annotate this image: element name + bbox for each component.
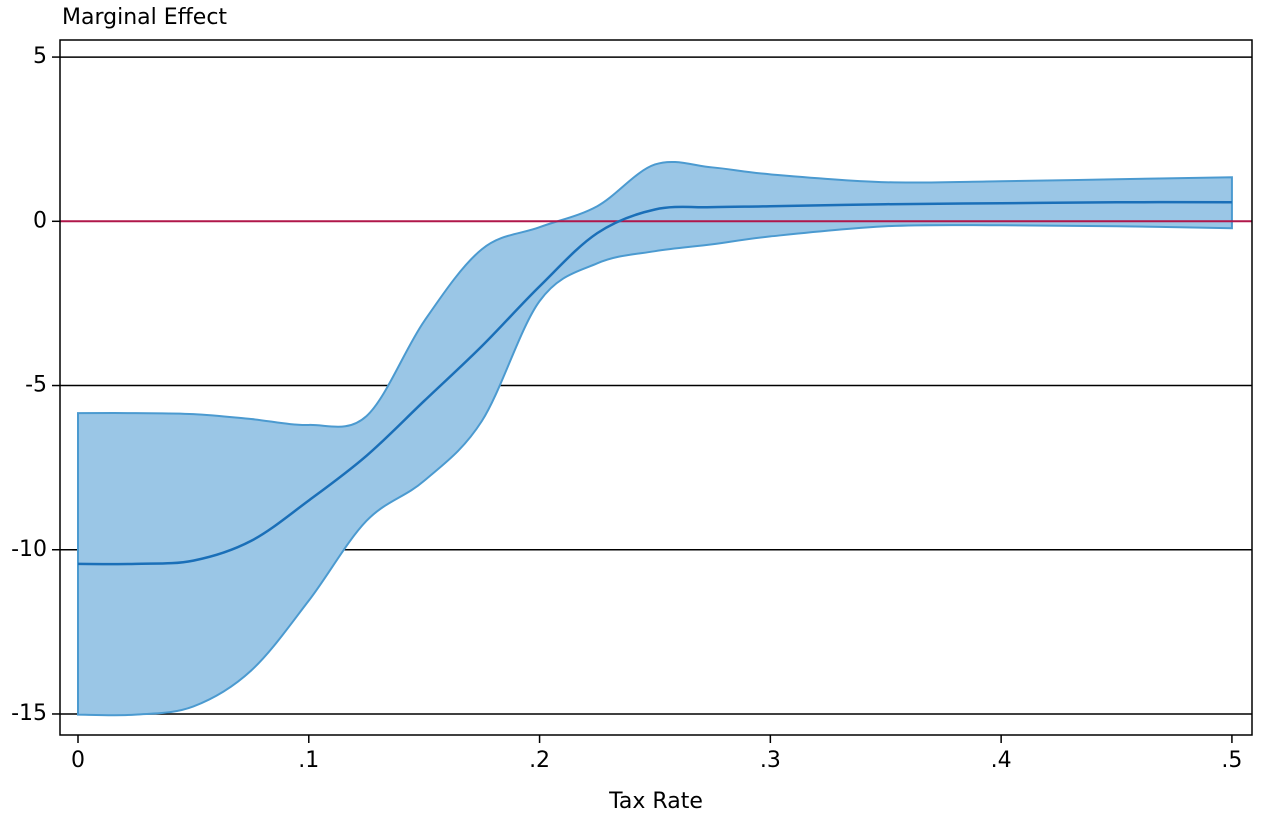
y-tick-label: -15 [11,701,47,726]
y-axis-title: Marginal Effect [62,5,227,30]
x-tick-label: 0 [71,748,85,773]
y-tick-label: 5 [33,44,47,69]
y-tick-label: -10 [11,537,47,562]
y-tick-label: -5 [25,373,47,398]
x-tick-label: .5 [1221,748,1242,773]
x-tick-label: .2 [529,748,550,773]
x-tick-label: .3 [760,748,781,773]
x-axis-title: Tax Rate [608,789,703,814]
estimate-line [78,200,1232,566]
confidence-band [77,160,1233,717]
x-tick-label: .4 [991,748,1012,773]
y-tick-label: 0 [33,208,47,233]
plot-frame [59,39,1253,736]
x-tick-label: .1 [298,748,319,773]
